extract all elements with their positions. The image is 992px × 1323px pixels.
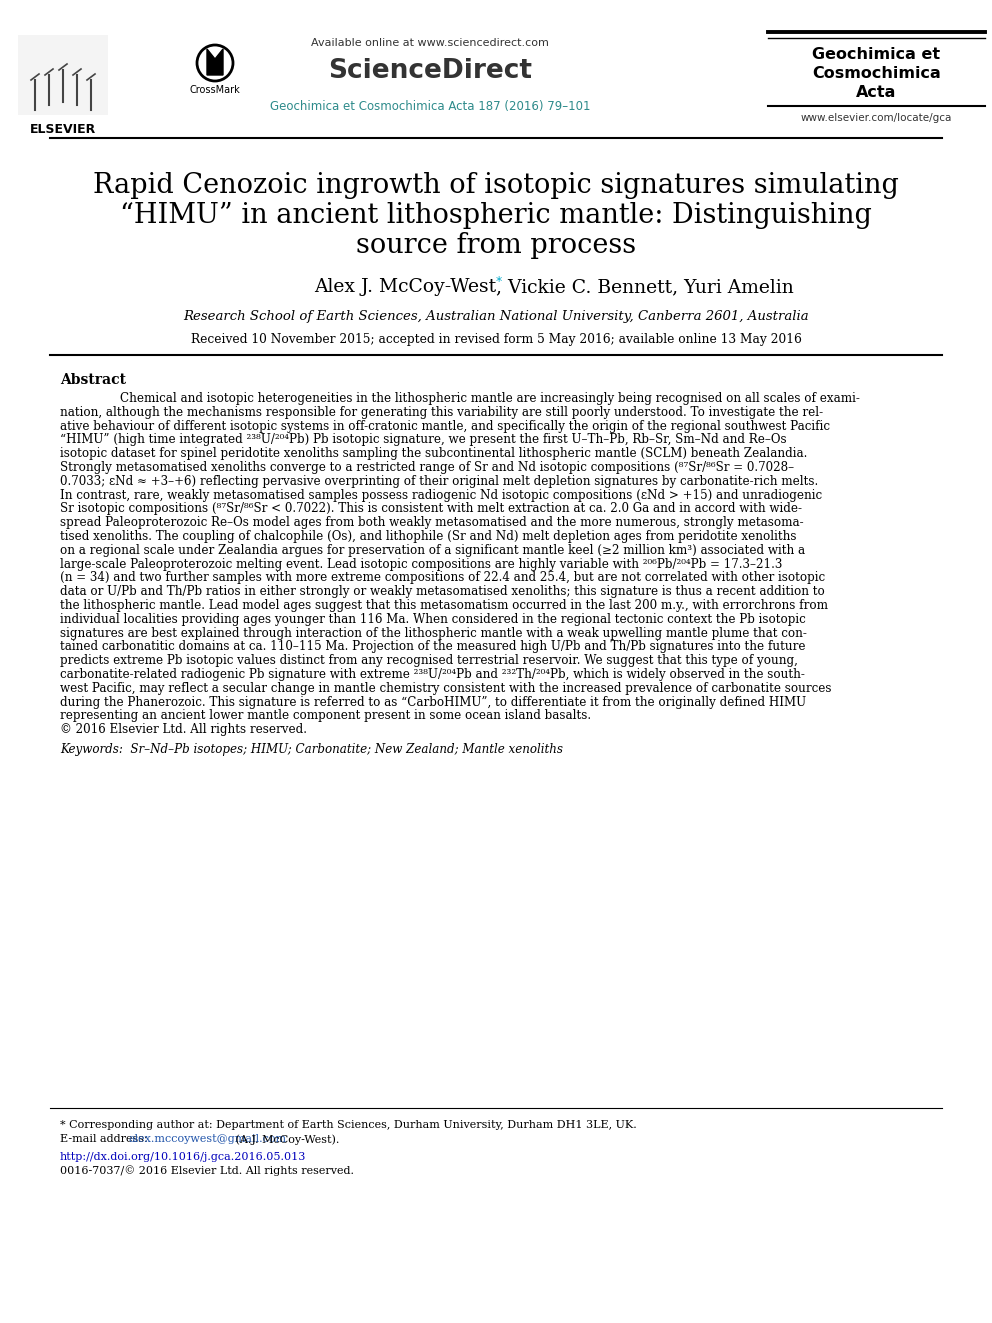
- Text: Geochimica et: Geochimica et: [812, 48, 940, 62]
- Text: www.elsevier.com/locate/gca: www.elsevier.com/locate/gca: [801, 112, 952, 123]
- Text: (A.J. McCoy-West).: (A.J. McCoy-West).: [232, 1134, 339, 1144]
- Text: Abstract: Abstract: [60, 373, 126, 388]
- Text: Rapid Cenozoic ingrowth of isotopic signatures simulating: Rapid Cenozoic ingrowth of isotopic sign…: [93, 172, 899, 198]
- Text: predicts extreme Pb isotopic values distinct from any recognised terrestrial res: predicts extreme Pb isotopic values dist…: [60, 654, 798, 667]
- Text: alex.mccoywest@gmail.com: alex.mccoywest@gmail.com: [129, 1134, 287, 1144]
- Text: , Vickie C. Bennett, Yuri Amelin: , Vickie C. Bennett, Yuri Amelin: [496, 278, 794, 296]
- Text: during the Phanerozoic. This signature is referred to as “CarboHIMU”, to differe: during the Phanerozoic. This signature i…: [60, 696, 806, 709]
- Text: http://dx.doi.org/10.1016/j.gca.2016.05.013: http://dx.doi.org/10.1016/j.gca.2016.05.…: [60, 1152, 307, 1162]
- Text: 0.7033; εNd ≈ +3–+6) reflecting pervasive overprinting of their original melt de: 0.7033; εNd ≈ +3–+6) reflecting pervasiv…: [60, 475, 818, 488]
- Text: signatures are best explained through interaction of the lithospheric mantle wit: signatures are best explained through in…: [60, 627, 806, 639]
- Text: Strongly metasomatised xenoliths converge to a restricted range of Sr and Nd iso: Strongly metasomatised xenoliths converg…: [60, 460, 795, 474]
- Bar: [18, 34, 108, 115]
- Text: Research School of Earth Sciences, Australian National University, Canberra 2601: Research School of Earth Sciences, Austr…: [184, 310, 808, 323]
- Text: representing an ancient lower mantle component present in some ocean island basa: representing an ancient lower mantle com…: [60, 709, 591, 722]
- Text: Available online at www.sciencedirect.com: Available online at www.sciencedirect.co…: [311, 38, 549, 48]
- Text: Sr isotopic compositions (⁸⁷Sr/⁸⁶Sr < 0.7022). This is consistent with melt extr: Sr isotopic compositions (⁸⁷Sr/⁸⁶Sr < 0.…: [60, 503, 802, 516]
- Polygon shape: [207, 49, 223, 75]
- Text: Chemical and isotopic heterogeneities in the lithospheric mantle are increasingl: Chemical and isotopic heterogeneities in…: [120, 392, 860, 405]
- Text: west Pacific, may reflect a secular change in mantle chemistry consistent with t: west Pacific, may reflect a secular chan…: [60, 681, 831, 695]
- Text: (n = 34) and two further samples with more extreme compositions of 22.4 and 25.4: (n = 34) and two further samples with mo…: [60, 572, 825, 585]
- Text: isotopic dataset for spinel peridotite xenoliths sampling the subcontinental lit: isotopic dataset for spinel peridotite x…: [60, 447, 807, 460]
- Text: *: *: [496, 275, 502, 288]
- Text: “HIMU” (high time integrated ²³⁸U/²⁰⁴Pb) Pb isotopic signature, we present the f: “HIMU” (high time integrated ²³⁸U/²⁰⁴Pb)…: [60, 434, 787, 446]
- Text: E-mail address:: E-mail address:: [60, 1134, 151, 1144]
- Text: on a regional scale under Zealandia argues for preservation of a significant man: on a regional scale under Zealandia argu…: [60, 544, 806, 557]
- Text: Cosmochimica: Cosmochimica: [812, 66, 940, 81]
- Text: the lithospheric mantle. Lead model ages suggest that this metasomatism occurred: the lithospheric mantle. Lead model ages…: [60, 599, 828, 613]
- Text: Acta: Acta: [856, 85, 897, 101]
- Text: large-scale Paleoproterozoic melting event. Lead isotopic compositions are highl: large-scale Paleoproterozoic melting eve…: [60, 557, 783, 570]
- Text: Alex J. McCoy-West: Alex J. McCoy-West: [313, 278, 496, 296]
- Text: individual localities providing ages younger than 116 Ma. When considered in the: individual localities providing ages you…: [60, 613, 806, 626]
- Text: data or U/Pb and Th/Pb ratios in either strongly or weakly metasomatised xenolit: data or U/Pb and Th/Pb ratios in either …: [60, 585, 824, 598]
- Text: tised xenoliths. The coupling of chalcophile (Os), and lithophile (Sr and Nd) me: tised xenoliths. The coupling of chalcop…: [60, 531, 797, 542]
- Text: Received 10 November 2015; accepted in revised form 5 May 2016; available online: Received 10 November 2015; accepted in r…: [190, 333, 802, 347]
- Text: ScienceDirect: ScienceDirect: [328, 58, 532, 83]
- Text: © 2016 Elsevier Ltd. All rights reserved.: © 2016 Elsevier Ltd. All rights reserved…: [60, 724, 307, 736]
- Text: Keywords:  Sr–Nd–Pb isotopes; HIMU; Carbonatite; New Zealand; Mantle xenoliths: Keywords: Sr–Nd–Pb isotopes; HIMU; Carbo…: [60, 744, 563, 755]
- Text: Geochimica et Cosmochimica Acta 187 (2016) 79–101: Geochimica et Cosmochimica Acta 187 (201…: [270, 101, 590, 112]
- Text: ative behaviour of different isotopic systems in off-cratonic mantle, and specif: ative behaviour of different isotopic sy…: [60, 419, 830, 433]
- Text: spread Paleoproterozoic Re–Os model ages from both weakly metasomatised and the : spread Paleoproterozoic Re–Os model ages…: [60, 516, 804, 529]
- Text: tained carbonatitic domains at ca. 110–115 Ma. Projection of the measured high U: tained carbonatitic domains at ca. 110–1…: [60, 640, 806, 654]
- Text: * Corresponding author at: Department of Earth Sciences, Durham University, Durh: * Corresponding author at: Department of…: [60, 1121, 637, 1130]
- Text: CrossMark: CrossMark: [189, 85, 240, 95]
- Text: “HIMU” in ancient lithospheric mantle: Distinguishing: “HIMU” in ancient lithospheric mantle: D…: [120, 202, 872, 229]
- Text: source from process: source from process: [356, 232, 636, 259]
- Text: ELSEVIER: ELSEVIER: [30, 123, 96, 136]
- Text: nation, although the mechanisms responsible for generating this variability are : nation, although the mechanisms responsi…: [60, 406, 823, 419]
- Text: In contrast, rare, weakly metasomatised samples possess radiogenic Nd isotopic c: In contrast, rare, weakly metasomatised …: [60, 488, 822, 501]
- Text: 0016-7037/© 2016 Elsevier Ltd. All rights reserved.: 0016-7037/© 2016 Elsevier Ltd. All right…: [60, 1166, 354, 1176]
- Text: carbonatite-related radiogenic Pb signature with extreme ²³⁸U/²⁰⁴Pb and ²³²Th/²⁰: carbonatite-related radiogenic Pb signat…: [60, 668, 805, 681]
